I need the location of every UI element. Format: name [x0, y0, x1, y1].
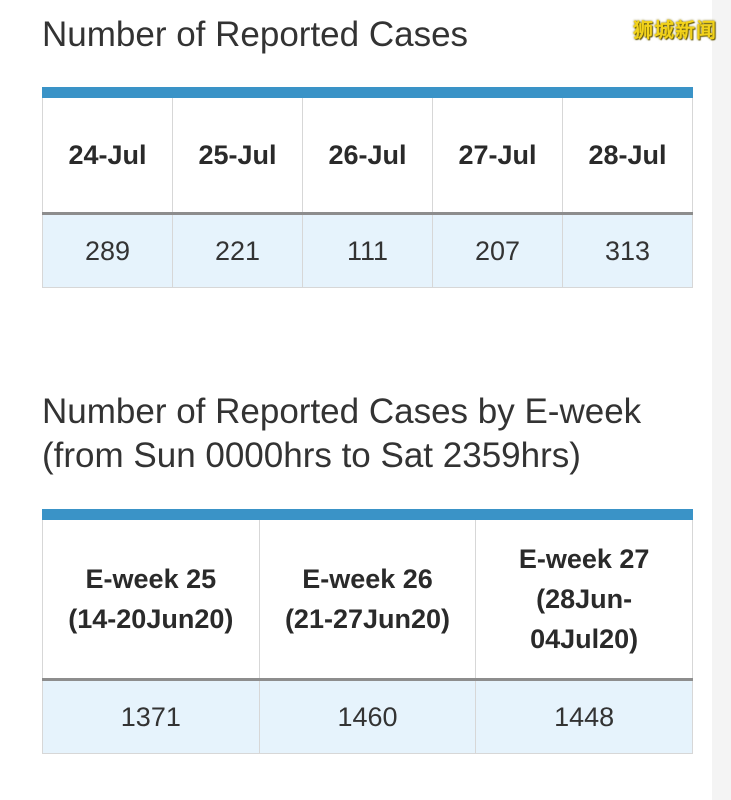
table-cell: 313: [562, 212, 693, 288]
table-header-row: 24-Jul 25-Jul 26-Jul 27-Jul 28-Jul: [42, 92, 693, 214]
table-cell: 1460: [258, 678, 477, 754]
column-header: E-week 25 (14-20Jun20): [42, 514, 260, 680]
table-header-row: E-week 25 (14-20Jun20) E-week 26 (21-27J…: [42, 514, 693, 680]
column-header: 26-Jul: [302, 92, 433, 214]
daily-cases-title: Number of Reported Cases: [42, 15, 469, 54]
table-cell: 1448: [475, 678, 693, 754]
column-header: 24-Jul: [42, 92, 173, 214]
column-header: E-week 26 (21-27Jun20): [258, 514, 477, 680]
watermark-logo: 狮城新闻: [633, 18, 717, 42]
table-cell: 289: [42, 212, 173, 288]
column-header-range: (14-20Jun20): [68, 604, 234, 634]
table-cell: 221: [172, 212, 303, 288]
table-cell: 207: [432, 212, 563, 288]
table-row: 289 221 111 207 313: [42, 212, 693, 288]
column-header-range: (28Jun-: [536, 584, 633, 614]
daily-cases-table: 24-Jul 25-Jul 26-Jul 27-Jul 28-Jul 289 2…: [42, 87, 693, 288]
column-header-range: (21-27Jun20): [284, 604, 451, 634]
column-header-week: E-week 25: [85, 564, 217, 594]
column-header-week: E-week 27: [518, 544, 650, 574]
column-header-range-end: 04Jul20): [530, 624, 639, 654]
eweek-cases-table: E-week 25 (14-20Jun20) E-week 26 (21-27J…: [42, 509, 693, 754]
column-header: 25-Jul: [172, 92, 303, 214]
column-header: 27-Jul: [432, 92, 563, 214]
eweek-cases-title: Number of Reported Cases by E-week (from…: [42, 392, 642, 475]
table-row: 1371 1460 1448: [42, 678, 693, 754]
table-cell: 111: [302, 212, 433, 288]
column-header-week: E-week 26: [302, 564, 433, 594]
column-header: 28-Jul: [562, 92, 693, 214]
column-header: E-week 27 (28Jun- 04Jul20): [475, 514, 693, 680]
table-cell: 1371: [42, 678, 260, 754]
content-panel: Number of Reported Cases 24-Jul 25-Jul 2…: [0, 0, 712, 800]
